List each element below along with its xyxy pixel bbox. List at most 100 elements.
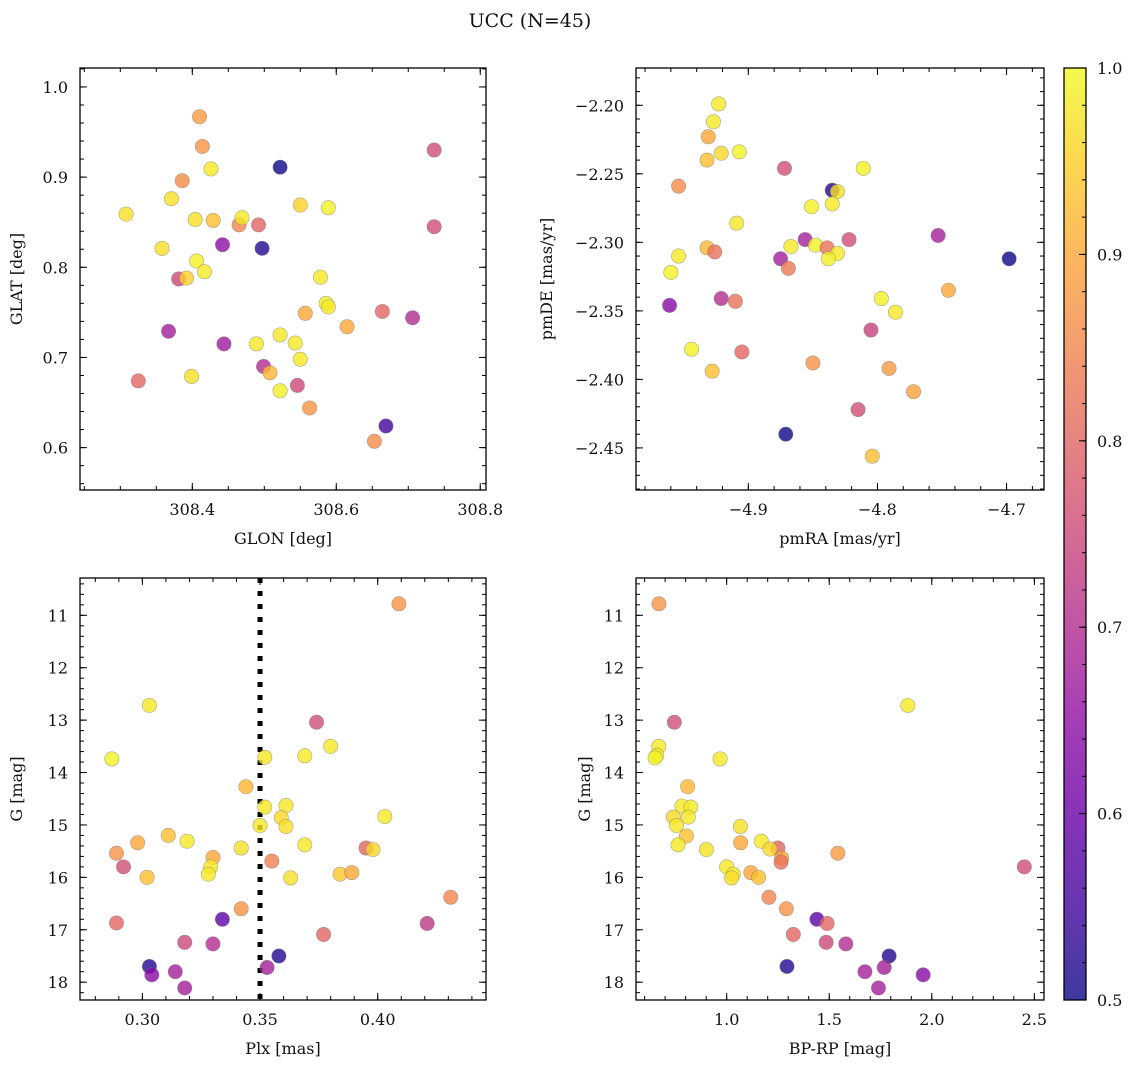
data-point — [174, 173, 190, 189]
data-point — [257, 749, 273, 765]
data-point — [139, 869, 155, 885]
data-point — [443, 889, 459, 905]
x-axis-label: GLON [deg] — [234, 529, 332, 548]
data-point — [254, 240, 270, 256]
data-point — [820, 251, 836, 267]
data-point — [713, 145, 729, 161]
data-point — [700, 129, 716, 145]
y-tick-label: 13 — [604, 711, 624, 730]
data-point — [778, 901, 794, 917]
data-point — [191, 109, 207, 125]
y-tick-label: −2.20 — [575, 96, 624, 115]
y-tick-label: 13 — [48, 711, 68, 730]
y-tick-label: 12 — [604, 659, 624, 678]
data-point — [252, 817, 268, 833]
points-layer — [647, 596, 1032, 996]
data-point — [881, 360, 897, 376]
axes-frame — [79, 577, 487, 1001]
x-axis-label: pmRA [mas/yr] — [779, 529, 901, 548]
data-point — [785, 926, 801, 942]
data-point — [838, 936, 854, 952]
data-point — [663, 264, 679, 280]
data-point — [116, 859, 132, 875]
y-axis-label: pmDE [mas/yr] — [537, 218, 556, 341]
data-point — [302, 400, 318, 416]
data-point — [297, 305, 313, 321]
data-point — [200, 866, 216, 882]
data-point — [711, 96, 727, 112]
data-point — [262, 365, 278, 381]
data-point — [940, 282, 956, 298]
data-point — [870, 980, 886, 996]
data-point — [727, 293, 743, 309]
data-point — [320, 200, 336, 216]
data-point — [830, 845, 846, 861]
data-point — [108, 915, 124, 931]
colorbar-tick-label: 0.7 — [1097, 618, 1122, 637]
data-point — [141, 697, 157, 713]
y-tick-label: 16 — [604, 868, 624, 887]
data-point — [906, 384, 922, 400]
colorbar-gradient — [1064, 68, 1086, 1000]
data-point — [864, 448, 880, 464]
data-point — [671, 248, 687, 264]
x-tick-label: 1.0 — [714, 1010, 739, 1029]
data-point — [783, 238, 799, 254]
data-point — [666, 714, 682, 730]
data-point — [662, 297, 678, 313]
data-point — [707, 244, 723, 260]
data-point — [187, 211, 203, 227]
data-point — [850, 402, 866, 418]
data-point — [278, 819, 294, 835]
data-point — [698, 842, 714, 858]
x-tick-label: −4.7 — [987, 500, 1026, 519]
data-point — [163, 191, 179, 207]
x-tick-label: 0.30 — [125, 1010, 161, 1029]
data-point — [876, 960, 892, 976]
data-point — [216, 336, 232, 352]
points-layer — [662, 96, 1017, 464]
data-point — [818, 934, 834, 950]
data-point — [167, 964, 183, 980]
data-point — [312, 269, 328, 285]
y-tick-label: 0.8 — [43, 258, 68, 277]
data-point — [344, 865, 360, 881]
panel-glon-glat: 308.4 308.6 308.8 0.6 0.7 0.8 0.9 1.0 GLON [deg]… — [7, 67, 503, 548]
data-point — [177, 980, 193, 996]
data-point — [729, 215, 745, 231]
data-point — [251, 217, 267, 233]
panel-plx-g: 0.30 0.35 0.40 11 12 13 14 15 16 17 18 Plx [mas] G [… — [7, 577, 487, 1058]
data-point — [130, 835, 146, 851]
y-axis-label: G [mag] — [575, 756, 594, 821]
data-point — [704, 363, 720, 379]
data-point — [426, 219, 442, 235]
data-point — [805, 355, 821, 371]
data-point — [323, 738, 339, 754]
data-point — [184, 368, 200, 384]
data-point — [651, 596, 667, 612]
data-point — [215, 237, 231, 253]
colorbar-tick-label: 0.5 — [1097, 991, 1122, 1010]
data-point — [699, 152, 715, 168]
data-point — [841, 232, 857, 248]
x-tick-label: 2.5 — [1022, 1010, 1047, 1029]
y-tick-label: −2.35 — [575, 302, 624, 321]
data-point — [365, 842, 381, 858]
data-point — [855, 160, 871, 176]
data-point — [264, 853, 280, 869]
data-point — [130, 373, 146, 389]
data-point — [108, 845, 124, 861]
data-point — [179, 833, 195, 849]
data-point — [680, 779, 696, 795]
data-point — [205, 212, 221, 228]
data-point — [118, 206, 134, 222]
data-point — [732, 819, 748, 835]
x-tick-label: 1.5 — [817, 1010, 842, 1029]
x-tick-label: 0.35 — [242, 1010, 278, 1029]
data-point — [1016, 859, 1032, 875]
colorbar-tick-label: 0.9 — [1097, 245, 1122, 264]
data-point — [297, 748, 313, 764]
points-layer — [104, 578, 459, 1000]
data-point — [320, 299, 336, 315]
